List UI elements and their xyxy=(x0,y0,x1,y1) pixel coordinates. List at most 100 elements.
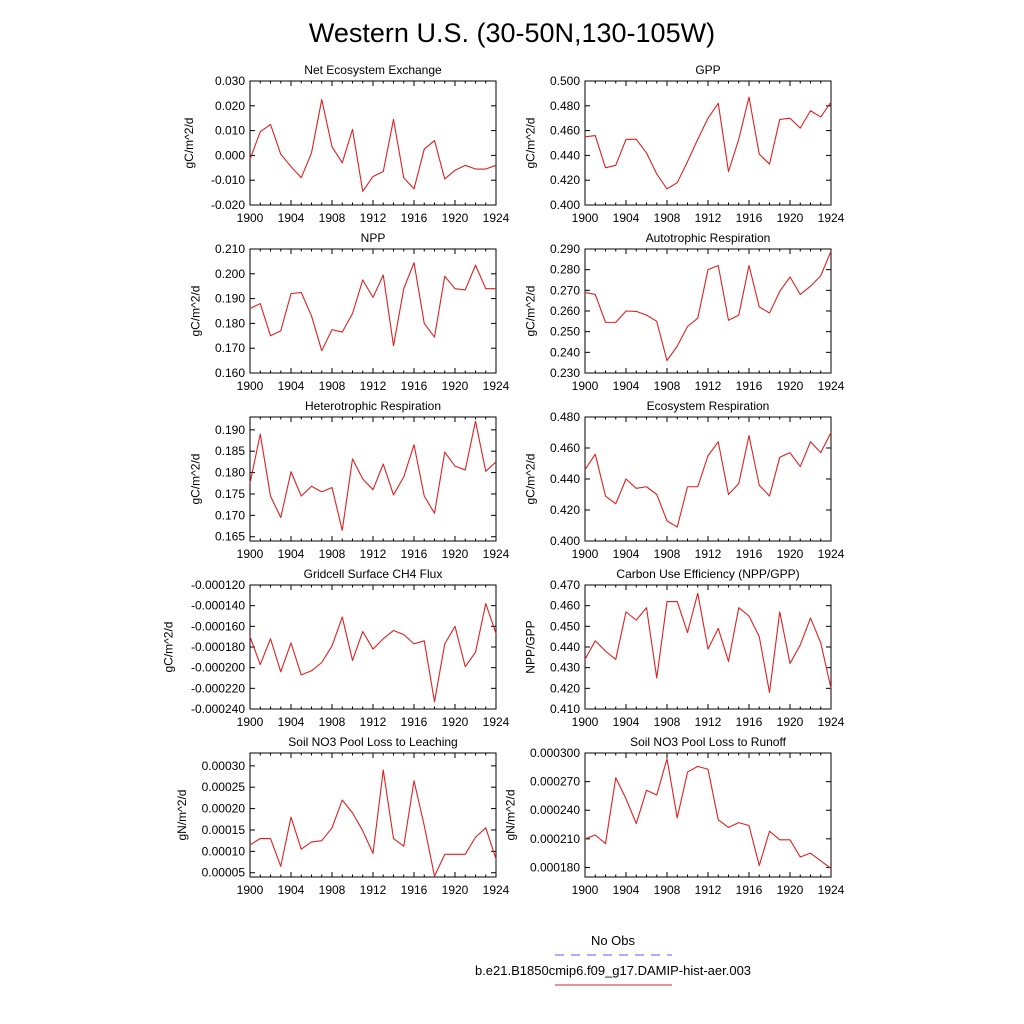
plot-frame xyxy=(584,416,832,542)
y-tick-label: 0.180 xyxy=(215,466,245,480)
x-tick-label: 1900 xyxy=(237,211,264,225)
chart-npp: NPP 1900 1904 1908 1912 1916 1920 1924 0.210 0.20… xyxy=(189,231,510,393)
y-tick-label: 0.290 xyxy=(550,242,580,256)
x-tick-label: 1908 xyxy=(319,883,346,897)
y-tick-label: 0.450 xyxy=(550,619,580,633)
y-axis-label: gN/m^2/d xyxy=(175,790,189,841)
x-tick-label: 1900 xyxy=(237,883,264,897)
chart-title: Ecosystem Respiration xyxy=(647,399,770,413)
legend-label-run: b.e21.B1850cmip6.f09_g17.DAMIP-hist-aer.… xyxy=(475,963,751,978)
x-tick-label: 1924 xyxy=(483,715,510,729)
chart-autotrophic-respiration: Autotrophic Respiration 1900 1904 1908 1912 1… xyxy=(524,231,845,393)
x-tick-label: 1912 xyxy=(360,379,387,393)
chart-soil-no3-pool-loss-to-leaching: Soil NO3 Pool Loss to Leaching 1900 1904 19… xyxy=(175,735,510,897)
x-tick-label: 1924 xyxy=(818,211,845,225)
chart-heterotrophic-respiration: Heterotrophic Respiration 1900 1904 1908 191… xyxy=(189,399,510,561)
plot-frame xyxy=(584,80,832,206)
y-tick-label: -0.010 xyxy=(211,173,245,187)
y-axis-label: gC/m^2/d xyxy=(524,118,538,169)
x-tick-label: 1912 xyxy=(360,715,387,729)
y-tick-label: 0.00015 xyxy=(202,823,246,837)
x-tick-label: 1912 xyxy=(695,379,722,393)
y-tick-label: 0.260 xyxy=(550,304,580,318)
x-tick-label: 1900 xyxy=(237,715,264,729)
series-line xyxy=(584,432,832,528)
y-tick-label: 0.00005 xyxy=(202,866,246,880)
y-tick-label: 0.440 xyxy=(550,640,580,654)
x-tick-label: 1908 xyxy=(654,715,681,729)
x-tick-label: 1908 xyxy=(654,883,681,897)
series-line xyxy=(249,603,497,703)
y-tick-label: 0.240 xyxy=(550,345,580,359)
x-tick-label: 1920 xyxy=(777,379,804,393)
x-tick-label: 1904 xyxy=(613,547,640,561)
y-tick-label: 0.00025 xyxy=(202,780,246,794)
y-tick-label: 0.230 xyxy=(550,366,580,380)
series-line xyxy=(584,250,832,362)
y-axis-label: gC/m^2/d xyxy=(524,286,538,337)
x-tick-label: 1920 xyxy=(442,715,469,729)
x-tick-label: 1904 xyxy=(613,883,640,897)
x-tick-label: 1904 xyxy=(278,211,305,225)
y-tick-label: 0.000240 xyxy=(530,803,580,817)
y-tick-label: 0.165 xyxy=(215,530,245,544)
x-tick-label: 1924 xyxy=(483,883,510,897)
plot-frame xyxy=(249,752,497,878)
y-tick-label: 0.190 xyxy=(215,292,245,306)
x-tick-label: 1916 xyxy=(736,211,763,225)
y-tick-label: 0.440 xyxy=(550,148,580,162)
x-tick-label: 1916 xyxy=(401,547,428,561)
y-tick-label: 0.430 xyxy=(550,661,580,675)
y-tick-label: 0.460 xyxy=(550,124,580,138)
x-tick-label: 1904 xyxy=(613,379,640,393)
x-tick-label: 1916 xyxy=(736,379,763,393)
x-tick-label: 1908 xyxy=(319,547,346,561)
x-tick-label: 1920 xyxy=(442,883,469,897)
y-axis-label: gC/m^2/d xyxy=(189,454,203,505)
x-tick-label: 1900 xyxy=(237,547,264,561)
x-tick-label: 1900 xyxy=(572,379,599,393)
y-axis-label: gC/m^2/d xyxy=(162,622,176,673)
y-tick-label: -0.000180 xyxy=(191,640,245,654)
y-tick-label: 0.470 xyxy=(550,578,580,592)
x-tick-label: 1908 xyxy=(319,379,346,393)
x-tick-label: 1912 xyxy=(695,715,722,729)
series-line xyxy=(584,758,832,869)
y-axis-label: gN/m^2/d xyxy=(503,790,517,841)
y-tick-label: 0.460 xyxy=(550,441,580,455)
chart-net-ecosystem-exchange: Net Ecosystem Exchange 1900 1904 1908 1912 19… xyxy=(182,63,510,225)
plot-frame xyxy=(249,416,497,542)
chart-title: GPP xyxy=(695,63,720,77)
panels: Net Ecosystem Exchange 1900 1904 1908 1912 19… xyxy=(162,63,845,897)
plot-frame xyxy=(249,80,497,206)
y-tick-label: -0.000120 xyxy=(191,578,245,592)
plot-frame xyxy=(584,248,832,374)
y-tick-label: 0.000 xyxy=(215,148,245,162)
y-tick-label: 0.180 xyxy=(215,316,245,330)
x-tick-label: 1908 xyxy=(319,715,346,729)
x-tick-label: 1900 xyxy=(572,547,599,561)
y-tick-label: 0.010 xyxy=(215,124,245,138)
y-tick-label: 0.420 xyxy=(550,173,580,187)
y-tick-label: -0.000140 xyxy=(191,599,245,613)
y-tick-label: 0.460 xyxy=(550,599,580,613)
chart-title: NPP xyxy=(361,231,386,245)
y-tick-label: 0.420 xyxy=(550,503,580,517)
y-tick-label: 0.400 xyxy=(550,198,580,212)
x-tick-label: 1920 xyxy=(777,547,804,561)
y-tick-label: 0.480 xyxy=(550,410,580,424)
x-tick-label: 1916 xyxy=(401,883,428,897)
y-tick-label: 0.400 xyxy=(550,534,580,548)
x-tick-label: 1920 xyxy=(442,211,469,225)
y-tick-label: 0.020 xyxy=(215,99,245,113)
x-tick-label: 1916 xyxy=(736,715,763,729)
x-tick-label: 1912 xyxy=(695,211,722,225)
x-tick-label: 1908 xyxy=(654,211,681,225)
x-tick-label: 1904 xyxy=(278,547,305,561)
x-tick-label: 1904 xyxy=(278,379,305,393)
y-tick-label: 0.410 xyxy=(550,702,580,716)
y-tick-label: 0.190 xyxy=(215,423,245,437)
y-tick-label: 0.160 xyxy=(215,366,245,380)
x-tick-label: 1924 xyxy=(483,211,510,225)
x-tick-label: 1908 xyxy=(319,211,346,225)
